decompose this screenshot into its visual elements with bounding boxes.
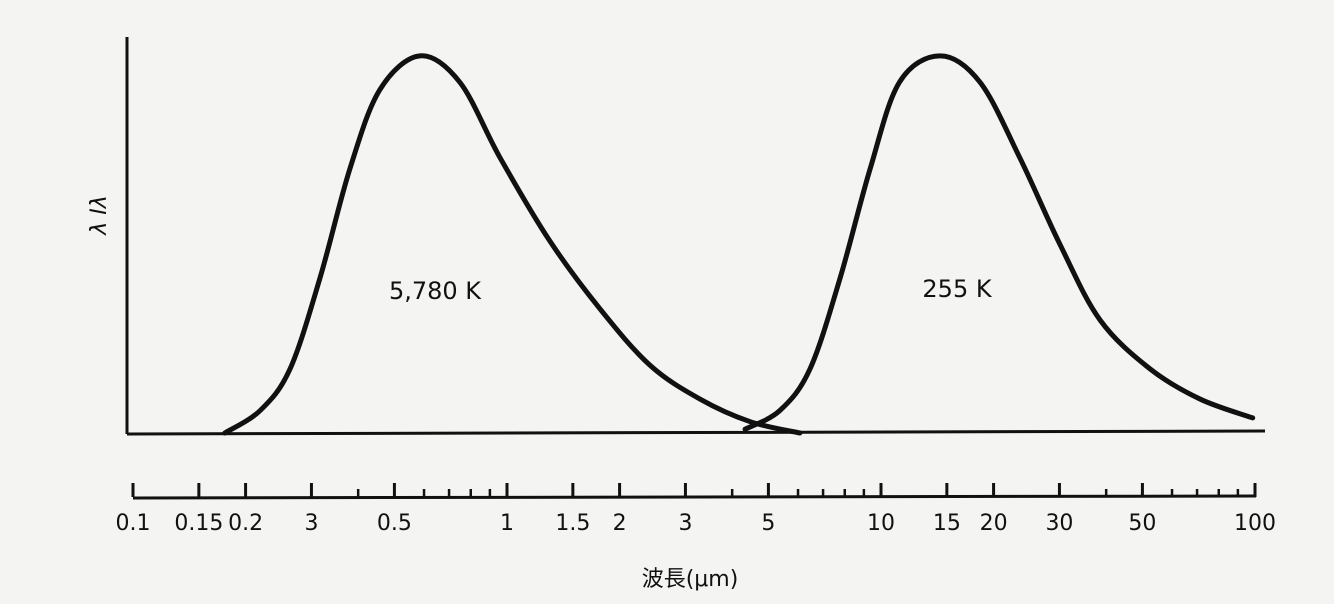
x-tick-label: 50	[1128, 511, 1156, 536]
curve	[742, 53, 1256, 432]
x-tick-label: 15	[933, 511, 961, 536]
x-tick-label: 10	[867, 511, 895, 536]
x-tick-label: 0.1	[116, 511, 151, 536]
x-tick-label: 1.5	[555, 511, 590, 536]
x-tick-label: 2	[613, 511, 627, 536]
y-axis-label: λ Iλ	[87, 195, 112, 236]
x-tick-label: 0.2	[228, 511, 263, 536]
x-scale-line	[132, 494, 1257, 500]
x-tick-label: 1	[500, 511, 514, 536]
curve-annotation: 255 K	[922, 275, 992, 303]
x-tick-label: 100	[1234, 511, 1276, 536]
x-baseline	[126, 429, 1266, 436]
x-axis-label: 波長(μm)	[642, 567, 739, 592]
curve-annotation: 5,780 K	[389, 277, 482, 305]
x-tick-label: 20	[980, 511, 1008, 536]
curve	[222, 53, 803, 436]
x-tick-label: 3	[304, 511, 318, 536]
x-tick-label: 5	[761, 511, 775, 536]
x-tick-label: 0.5	[377, 511, 412, 536]
x-tick-label: 0.15	[174, 511, 223, 536]
x-tick-label: 30	[1045, 511, 1073, 536]
x-tick-label: 3	[678, 511, 692, 536]
